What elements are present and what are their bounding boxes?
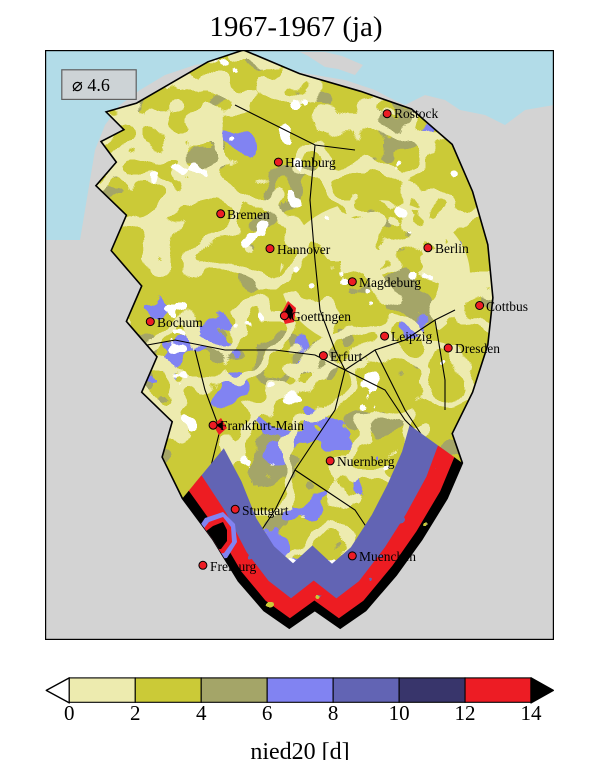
svg-text:nied20 [d]: nied20 [d] — [250, 739, 349, 760]
svg-text:Freiburg: Freiburg — [210, 559, 256, 574]
svg-text:Hamburg: Hamburg — [285, 155, 336, 170]
svg-text:2: 2 — [130, 701, 141, 725]
svg-text:Hannover: Hannover — [277, 242, 331, 257]
svg-text:Nuernberg: Nuernberg — [337, 454, 395, 469]
svg-text:8: 8 — [328, 701, 339, 725]
svg-text:Leipzig: Leipzig — [391, 329, 432, 344]
svg-text:Goettingen: Goettingen — [291, 309, 351, 324]
svg-text:Dresden: Dresden — [455, 341, 500, 356]
svg-text:4: 4 — [196, 701, 207, 725]
svg-text:Bochum: Bochum — [157, 315, 203, 330]
svg-text:0: 0 — [64, 701, 75, 725]
svg-text:Stuttgart: Stuttgart — [242, 503, 289, 518]
svg-text:Muenchen: Muenchen — [359, 549, 416, 564]
svg-text:Frankfurt-Main: Frankfurt-Main — [220, 418, 304, 433]
svg-text:6: 6 — [262, 701, 273, 725]
svg-text:12: 12 — [455, 701, 476, 725]
svg-text:Rostock: Rostock — [394, 106, 439, 121]
svg-text:Bremen: Bremen — [227, 207, 270, 222]
svg-text:Berlin: Berlin — [435, 241, 469, 256]
svg-text:Magdeburg: Magdeburg — [359, 275, 421, 290]
svg-text:Cottbus: Cottbus — [486, 299, 528, 314]
svg-text:10: 10 — [389, 701, 410, 725]
svg-text:Erfurt: Erfurt — [330, 349, 362, 364]
svg-text:14: 14 — [521, 701, 543, 725]
svg-text:⌀ 4.6: ⌀ 4.6 — [72, 75, 110, 95]
